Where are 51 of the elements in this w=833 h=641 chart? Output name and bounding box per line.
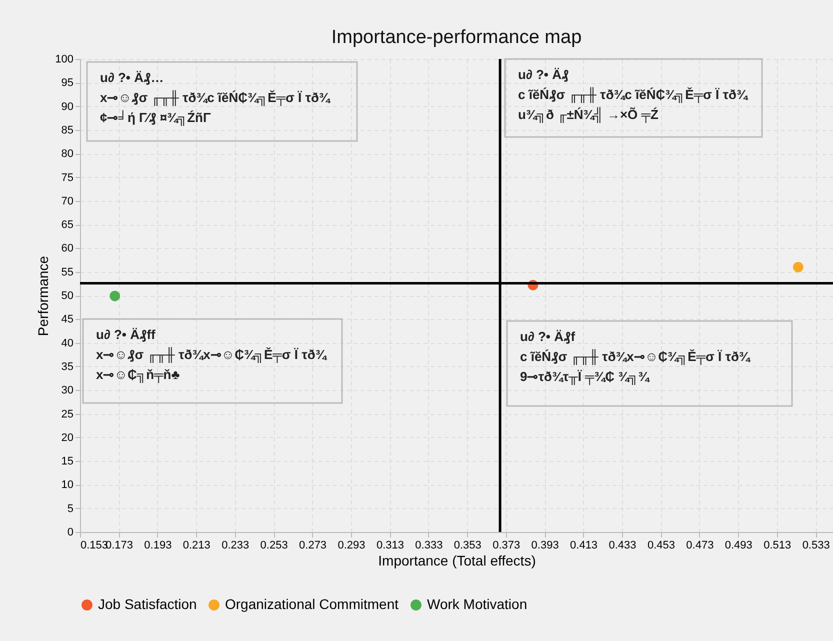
x-tick-label: 0.373 — [492, 540, 520, 552]
x-tick-label: 0.433 — [608, 540, 636, 552]
x-tick-label: 0.493 — [724, 540, 752, 552]
y-tick-label: 65 — [61, 219, 74, 232]
y-tick-label: 90 — [61, 100, 74, 113]
legend-label: Organizational Commitment — [225, 596, 399, 612]
x-tick-label: 0.213 — [182, 540, 210, 552]
y-tick-label: 10 — [61, 479, 74, 492]
x-tick-label: 0.193 — [144, 540, 172, 552]
y-tick-label: 80 — [61, 148, 74, 160]
point — [792, 262, 804, 272]
annotation: u∂ ?• Ä₰ff x⊸☺₰σ ╓╥╫ τð¾x⊸☺₵¾╗Ě╤σ Ï τð¾ x⊸☺₵╗ň╤ň♣ — [96, 327, 328, 383]
y-tick-label: 50 — [61, 290, 74, 302]
x-tick-label: 0.293 — [338, 540, 366, 552]
legend-label: Job Satisfaction — [98, 596, 197, 612]
x-tick-label: 0.353 — [454, 540, 482, 552]
y-tick-label: 0 — [67, 526, 74, 538]
y-tick-label: 70 — [61, 195, 74, 208]
y-tick-label: 5 — [67, 502, 74, 515]
legend-label: Work Motivation — [427, 596, 528, 612]
y-tick-label: 15 — [61, 456, 74, 468]
y-tick-label: 20 — [61, 432, 74, 444]
y-tick-label: 95 — [61, 77, 74, 90]
point — [110, 290, 120, 302]
y-tick-label: 45 — [61, 314, 74, 326]
x-tick-label: 0.413 — [570, 540, 598, 552]
x-tick-label: 0.253 — [260, 540, 288, 552]
x-tick-label: 0.333 — [415, 540, 443, 552]
x-tick-label: 0.313 — [376, 540, 404, 552]
x-tick-label: 0.513 — [764, 540, 792, 552]
annotation: u∂ ?• Ä₰f c ĩĕŃ₰σ ╓╥╫ τð¾x⊸☺₵¾╗Ě╤σ Ï τð¾ 9⊸τð¾τ╥Ï ╤¾₵ ¾╗¾ — [520, 329, 751, 385]
y-axis-title: Performance — [35, 256, 52, 336]
chart-title: Importance-performance map — [331, 27, 582, 48]
x-axis-title: Importance (Total effects) — [378, 552, 536, 568]
y-tick-label: 85 — [61, 124, 74, 136]
x-tick-label: 0.233 — [222, 540, 250, 552]
y-tick-label: 100 — [55, 54, 74, 66]
y-tick-label: 55 — [61, 266, 74, 278]
y-tick-label: 35 — [61, 360, 74, 373]
x-tick-label: 0.273 — [299, 540, 327, 552]
annotation: u∂ ?• Ä₰ c ĩĕŃ₰σ ╓╥╫ τð¾c ĩĕŃ₵¾╗Ě╤σ Ï τð¾ u¾╗ð ╓±Ń¾╣ →×Õ ╤Ź — [518, 67, 748, 123]
y-tick-label: 40 — [61, 337, 74, 350]
x-tick-label: 0.473 — [686, 540, 714, 552]
x-tick-label: 0.533 — [802, 540, 830, 552]
y-tick-label: 60 — [61, 242, 74, 255]
x-tick-label: 0.393 — [531, 540, 559, 552]
annotation: u∂ ?• Ä₰… x⊸☺₰σ ╓╥╫ τð¾c ĩĕŃ₵¾╗Ě╤σ Ï τð¾ ¢⊸╛ή Γ⁄₰ ¤¾╗ŹñΓ — [100, 70, 331, 126]
y-tick-label: 75 — [61, 172, 74, 184]
x-tick-label: 0.453 — [647, 540, 675, 552]
y-tick-label: 25 — [61, 408, 74, 420]
y-tick-label: 30 — [61, 384, 74, 397]
